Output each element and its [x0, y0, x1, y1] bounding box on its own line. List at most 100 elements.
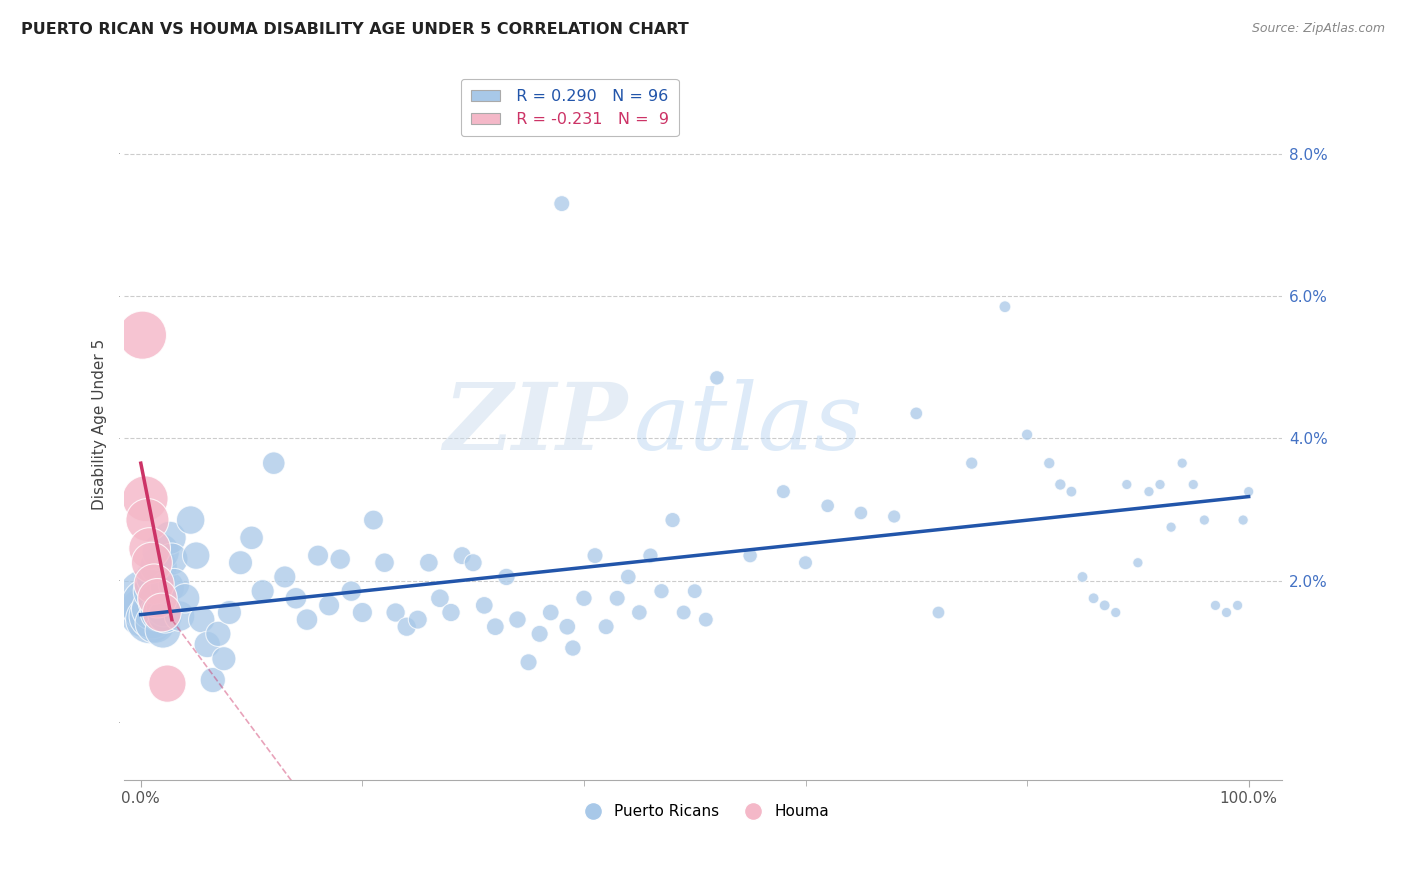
Point — [1232, 513, 1254, 527]
Point — [463, 556, 485, 570]
Point — [159, 531, 181, 545]
Point — [163, 577, 186, 591]
Point — [1237, 484, 1260, 499]
Legend: Puerto Ricans, Houma: Puerto Ricans, Houma — [571, 798, 835, 825]
Point — [1115, 477, 1137, 491]
Point — [363, 513, 385, 527]
Point — [606, 591, 628, 606]
Point — [141, 556, 163, 570]
Point — [263, 456, 285, 470]
Point — [195, 638, 218, 652]
Point — [495, 570, 517, 584]
Point — [131, 328, 153, 343]
Point — [849, 506, 872, 520]
Point — [180, 513, 202, 527]
Point — [1171, 456, 1194, 470]
Point — [572, 591, 595, 606]
Text: ZIP: ZIP — [443, 379, 628, 469]
Point — [174, 591, 197, 606]
Text: Source: ZipAtlas.com: Source: ZipAtlas.com — [1251, 22, 1385, 36]
Point — [561, 641, 583, 656]
Point — [529, 627, 551, 641]
Point — [152, 624, 174, 638]
Point — [595, 620, 617, 634]
Point — [1182, 477, 1205, 491]
Point — [927, 606, 949, 620]
Point — [136, 513, 159, 527]
Point — [650, 584, 672, 599]
Point — [146, 595, 169, 609]
Point — [138, 613, 160, 627]
Point — [472, 599, 495, 613]
Point — [883, 509, 905, 524]
Point — [672, 606, 695, 620]
Point — [340, 584, 363, 599]
Point — [794, 556, 817, 570]
Point — [683, 584, 706, 599]
Point — [1126, 556, 1149, 570]
Point — [153, 602, 176, 616]
Point — [418, 556, 440, 570]
Point — [201, 673, 224, 687]
Point — [540, 606, 562, 620]
Point — [1204, 599, 1226, 613]
Point — [150, 606, 173, 620]
Point — [153, 609, 176, 624]
Point — [617, 570, 640, 584]
Point — [905, 406, 928, 420]
Point — [406, 613, 429, 627]
Point — [148, 559, 170, 574]
Point — [156, 676, 179, 690]
Point — [295, 613, 318, 627]
Point — [557, 620, 579, 634]
Point — [1071, 570, 1094, 584]
Point — [318, 599, 340, 613]
Point — [145, 570, 167, 584]
Point — [740, 549, 762, 563]
Point — [252, 584, 274, 599]
Point — [207, 627, 229, 641]
Point — [1137, 484, 1160, 499]
Point — [143, 584, 166, 599]
Point — [373, 556, 395, 570]
Point — [218, 606, 240, 620]
Point — [1017, 427, 1039, 442]
Point — [1215, 606, 1237, 620]
Point — [143, 577, 166, 591]
Point — [451, 549, 474, 563]
Point — [1149, 477, 1171, 491]
Point — [1060, 484, 1083, 499]
Point — [186, 549, 208, 563]
Point — [1194, 513, 1216, 527]
Point — [138, 599, 160, 613]
Point — [960, 456, 983, 470]
Point — [212, 651, 235, 665]
Point — [169, 609, 191, 624]
Point — [141, 609, 163, 624]
Point — [229, 556, 252, 570]
Point — [138, 541, 160, 556]
Point — [274, 570, 297, 584]
Point — [240, 531, 263, 545]
Point — [661, 513, 683, 527]
Point — [143, 616, 166, 631]
Point — [329, 552, 352, 566]
Y-axis label: Disability Age Under 5: Disability Age Under 5 — [93, 338, 107, 509]
Point — [1049, 477, 1071, 491]
Point — [1105, 606, 1128, 620]
Point — [190, 613, 212, 627]
Point — [134, 491, 156, 506]
Point — [517, 655, 540, 669]
Point — [149, 606, 172, 620]
Point — [695, 613, 717, 627]
Point — [1226, 599, 1249, 613]
Point — [640, 549, 662, 563]
Point — [160, 552, 183, 566]
Point — [284, 591, 307, 606]
Point — [506, 613, 529, 627]
Point — [149, 545, 172, 559]
Point — [994, 300, 1017, 314]
Point — [352, 606, 374, 620]
Point — [142, 602, 165, 616]
Point — [772, 484, 794, 499]
